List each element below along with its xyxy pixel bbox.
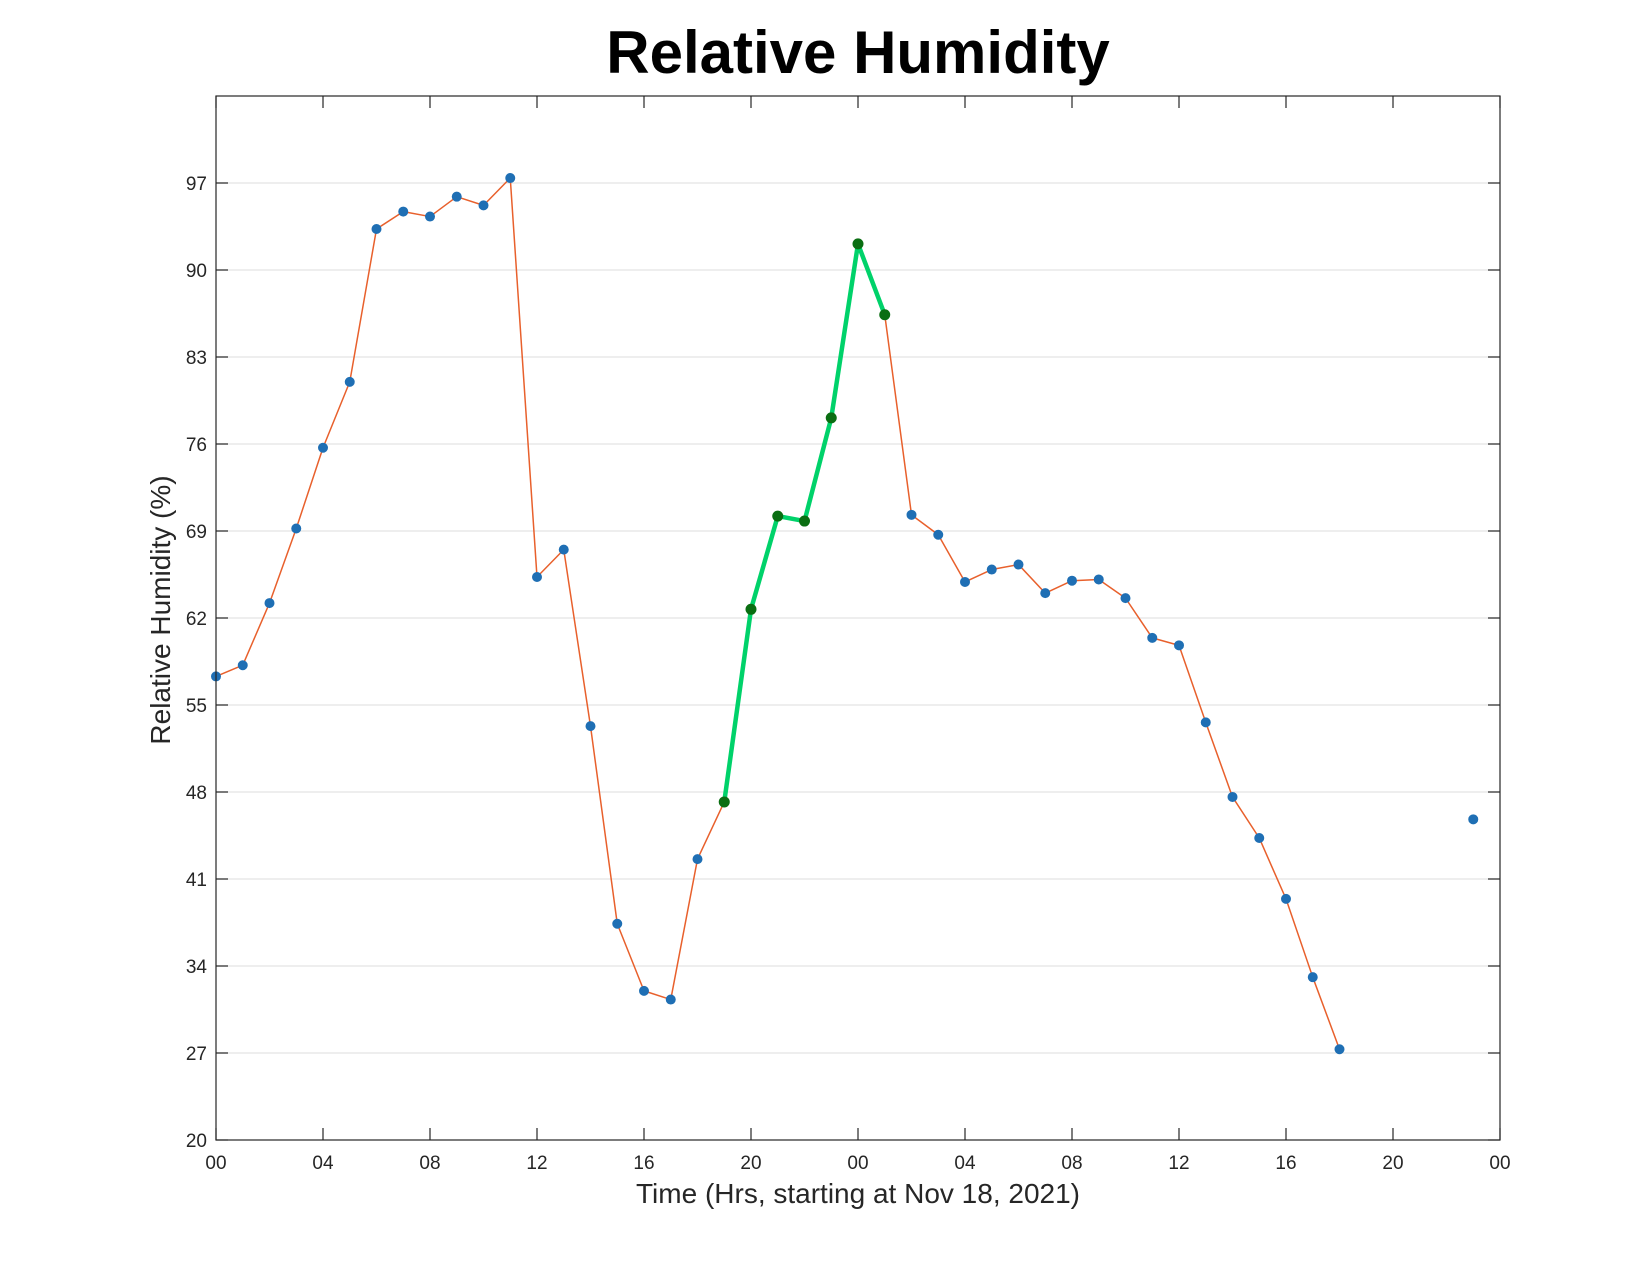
data-point bbox=[1200, 717, 1211, 728]
data-point bbox=[799, 515, 810, 527]
x-tick-label: 00 bbox=[847, 1153, 868, 1174]
data-point bbox=[558, 544, 569, 555]
data-point bbox=[505, 173, 516, 184]
data-point bbox=[612, 918, 623, 929]
data-point bbox=[318, 442, 328, 453]
data-point bbox=[1093, 574, 1104, 585]
data-point bbox=[879, 309, 891, 321]
data-point bbox=[344, 376, 355, 387]
y-tick-label: 34 bbox=[186, 957, 208, 978]
data-point bbox=[1067, 575, 1077, 586]
x-tick-label: 04 bbox=[954, 1153, 976, 1174]
data-point bbox=[906, 509, 917, 520]
data-point bbox=[1013, 559, 1024, 570]
x-tick-label: 08 bbox=[1061, 1153, 1082, 1174]
x-tick-label: 12 bbox=[1168, 1153, 1189, 1174]
data-point bbox=[425, 211, 435, 222]
y-tick-label: 90 bbox=[186, 261, 207, 282]
data-point bbox=[692, 854, 703, 865]
x-tick-label: 00 bbox=[205, 1153, 226, 1174]
data-point bbox=[960, 576, 970, 587]
data-point bbox=[1468, 814, 1479, 825]
y-tick-label: 97 bbox=[186, 174, 207, 195]
y-tick-label: 83 bbox=[186, 348, 207, 369]
data-point bbox=[1281, 893, 1291, 904]
data-point bbox=[451, 191, 462, 202]
series-line bbox=[215, 177, 1341, 1051]
y-axis-label: Relative Humidity (%) bbox=[145, 475, 176, 744]
y-tick-label: 48 bbox=[186, 783, 207, 804]
x-tick-label: 20 bbox=[740, 1153, 761, 1174]
y-tick-label: 41 bbox=[186, 870, 207, 891]
x-axis-label: Time (Hrs, starting at Nov 18, 2021) bbox=[636, 1178, 1080, 1209]
y-tick-label: 76 bbox=[186, 435, 207, 456]
data-point bbox=[933, 529, 944, 540]
x-tick-label: 04 bbox=[312, 1153, 334, 1174]
data-point bbox=[291, 523, 302, 534]
x-tick-label: 08 bbox=[419, 1153, 440, 1174]
data-point bbox=[772, 510, 784, 522]
data-point bbox=[1254, 832, 1265, 843]
data-series bbox=[211, 173, 1479, 1055]
data-point bbox=[1147, 632, 1158, 643]
data-point bbox=[986, 564, 997, 575]
grid-lines bbox=[216, 182, 1500, 1054]
x-tick-label: 16 bbox=[1275, 1153, 1296, 1174]
y-tick-label: 27 bbox=[186, 1044, 207, 1065]
y-tick-label: 69 bbox=[186, 522, 207, 543]
x-tick-label: 12 bbox=[526, 1153, 547, 1174]
data-point bbox=[264, 598, 275, 609]
series-0 bbox=[211, 173, 1345, 1055]
x-tick-label: 20 bbox=[1382, 1153, 1403, 1174]
series-1 bbox=[718, 238, 891, 808]
data-point bbox=[1174, 640, 1184, 651]
data-point bbox=[1307, 972, 1318, 983]
x-tick-label: 00 bbox=[1489, 1153, 1510, 1174]
y-tick-label: 55 bbox=[186, 696, 207, 717]
data-point bbox=[478, 200, 489, 211]
chart-title: Relative Humidity bbox=[606, 19, 1110, 86]
data-point bbox=[585, 721, 596, 732]
y-tick-label: 20 bbox=[186, 1131, 207, 1152]
data-point bbox=[745, 603, 757, 615]
data-point bbox=[1120, 593, 1131, 604]
data-point bbox=[371, 223, 382, 234]
data-point bbox=[1334, 1044, 1345, 1055]
data-point bbox=[1227, 791, 1238, 802]
data-point bbox=[665, 994, 676, 1005]
x-tick-label: 16 bbox=[633, 1153, 654, 1174]
data-point bbox=[532, 571, 542, 582]
data-point bbox=[852, 238, 864, 250]
data-point bbox=[1040, 588, 1051, 599]
data-point bbox=[825, 412, 837, 424]
data-point bbox=[639, 985, 649, 996]
data-point bbox=[398, 206, 409, 217]
data-point bbox=[718, 796, 730, 808]
y-tick-label: 62 bbox=[186, 609, 207, 630]
series-2 bbox=[1468, 814, 1479, 825]
data-point bbox=[237, 660, 248, 671]
